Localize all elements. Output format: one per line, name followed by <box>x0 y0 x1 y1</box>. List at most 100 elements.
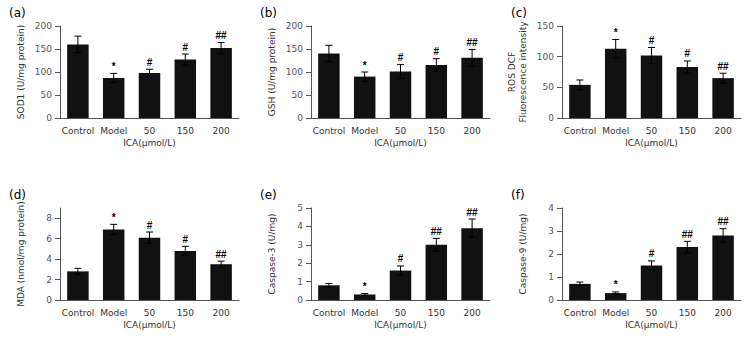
svg-text:Control: Control <box>62 126 95 136</box>
svg-text:##: ## <box>216 249 228 260</box>
svg-text:150: 150 <box>679 126 696 136</box>
svg-text:100: 100 <box>286 67 303 77</box>
svg-text:150: 150 <box>177 308 194 318</box>
svg-text:(b): (b) <box>260 6 277 20</box>
svg-text:200: 200 <box>464 308 481 318</box>
svg-text:*: * <box>112 61 116 72</box>
svg-text:GSH (U/mg protein): GSH (U/mg protein) <box>267 28 277 116</box>
svg-text:200: 200 <box>213 308 230 318</box>
svg-text:200: 200 <box>213 126 230 136</box>
svg-text:50: 50 <box>646 308 658 318</box>
svg-text:100: 100 <box>35 67 52 77</box>
svg-text:##: ## <box>718 216 730 227</box>
svg-text:150: 150 <box>537 21 554 31</box>
svg-text:50: 50 <box>395 126 407 136</box>
svg-text:Control: Control <box>313 308 346 318</box>
svg-text:(e): (e) <box>260 188 277 202</box>
svg-text:200: 200 <box>464 126 481 136</box>
svg-text:Control: Control <box>313 126 346 136</box>
svg-text:5: 5 <box>297 203 303 213</box>
svg-text:3: 3 <box>548 226 554 236</box>
svg-text:*: * <box>112 212 116 223</box>
svg-text:ICA(μmol/L): ICA(μmol/L) <box>123 138 176 148</box>
svg-text:Model: Model <box>602 126 629 136</box>
svg-text:(f): (f) <box>511 188 525 202</box>
svg-text:0: 0 <box>548 295 554 305</box>
svg-text:4: 4 <box>46 254 52 264</box>
svg-text:Fluorescence intensity: Fluorescence intensity <box>518 21 528 123</box>
svg-text:200: 200 <box>35 21 52 31</box>
svg-text:*: * <box>614 27 618 38</box>
svg-text:#: # <box>685 48 691 59</box>
svg-text:0: 0 <box>46 113 52 123</box>
svg-text:#: # <box>649 35 655 46</box>
svg-text:50: 50 <box>395 308 407 318</box>
svg-text:##: ## <box>718 61 730 72</box>
svg-text:#: # <box>434 46 440 57</box>
svg-text:Model: Model <box>100 126 127 136</box>
svg-text:2: 2 <box>548 249 554 259</box>
svg-text:Control: Control <box>564 308 597 318</box>
svg-text:50: 50 <box>41 90 53 100</box>
svg-text:#: # <box>183 42 189 53</box>
svg-text:MDA (nmol/mg protein): MDA (nmol/mg protein) <box>16 201 26 306</box>
svg-text:150: 150 <box>35 44 52 54</box>
svg-text:##: ## <box>682 229 694 240</box>
svg-text:Caspase-9 (U/mg): Caspase-9 (U/mg) <box>518 214 528 295</box>
svg-text:Model: Model <box>602 308 629 318</box>
svg-text:150: 150 <box>428 126 445 136</box>
svg-text:2: 2 <box>297 258 303 268</box>
svg-text:200: 200 <box>715 126 732 136</box>
svg-text:Control: Control <box>62 308 95 318</box>
svg-text:1: 1 <box>297 277 303 287</box>
svg-text:50: 50 <box>646 126 658 136</box>
svg-text:4: 4 <box>548 203 554 213</box>
svg-text:#: # <box>147 57 153 68</box>
svg-text:(a): (a) <box>9 6 26 20</box>
svg-text:150: 150 <box>286 44 303 54</box>
svg-text:0: 0 <box>297 295 303 305</box>
svg-text:3: 3 <box>297 240 303 250</box>
svg-text:0: 0 <box>46 295 52 305</box>
svg-text:2: 2 <box>46 275 52 285</box>
svg-text:1: 1 <box>548 272 554 282</box>
svg-text:50: 50 <box>144 126 156 136</box>
svg-text:#: # <box>398 52 404 63</box>
svg-text:(c): (c) <box>511 6 527 20</box>
svg-text:4: 4 <box>297 221 303 231</box>
svg-text:Caspase-3 (U/mg): Caspase-3 (U/mg) <box>267 214 277 295</box>
svg-text:Model: Model <box>351 308 378 318</box>
svg-text:150: 150 <box>177 126 194 136</box>
svg-text:50: 50 <box>144 308 156 318</box>
svg-text:100: 100 <box>537 52 554 62</box>
svg-text:50: 50 <box>292 90 304 100</box>
svg-text:200: 200 <box>286 21 303 31</box>
svg-text:*: * <box>363 60 367 71</box>
svg-text:ICA(μmol/L): ICA(μmol/L) <box>123 320 176 330</box>
svg-text:150: 150 <box>679 308 696 318</box>
svg-text:##: ## <box>431 226 443 237</box>
svg-text:6: 6 <box>46 234 52 244</box>
svg-text:Model: Model <box>100 308 127 318</box>
svg-text:Model: Model <box>351 126 378 136</box>
svg-text:0: 0 <box>548 113 554 123</box>
svg-text:150: 150 <box>428 308 445 318</box>
svg-text:##: ## <box>216 30 228 41</box>
svg-text:ICA(μmol/L): ICA(μmol/L) <box>374 320 427 330</box>
svg-text:#: # <box>398 253 404 264</box>
svg-text:ICA(μmol/L): ICA(μmol/L) <box>625 138 678 148</box>
svg-text:0: 0 <box>297 113 303 123</box>
svg-text:#: # <box>183 234 189 245</box>
svg-text:(d): (d) <box>9 188 26 202</box>
svg-text:*: * <box>363 281 367 292</box>
svg-text:8: 8 <box>46 213 52 223</box>
svg-text:ICA(μmol/L): ICA(μmol/L) <box>625 320 678 330</box>
svg-text:Control: Control <box>564 126 597 136</box>
svg-text:#: # <box>649 248 655 259</box>
svg-text:200: 200 <box>715 308 732 318</box>
svg-text:SOD1 (U/mg protein): SOD1 (U/mg protein) <box>16 25 26 119</box>
svg-text:#: # <box>147 220 153 231</box>
svg-text:##: ## <box>467 207 479 218</box>
svg-text:ICA(μmol/L): ICA(μmol/L) <box>374 138 427 148</box>
svg-text:50: 50 <box>543 82 555 92</box>
